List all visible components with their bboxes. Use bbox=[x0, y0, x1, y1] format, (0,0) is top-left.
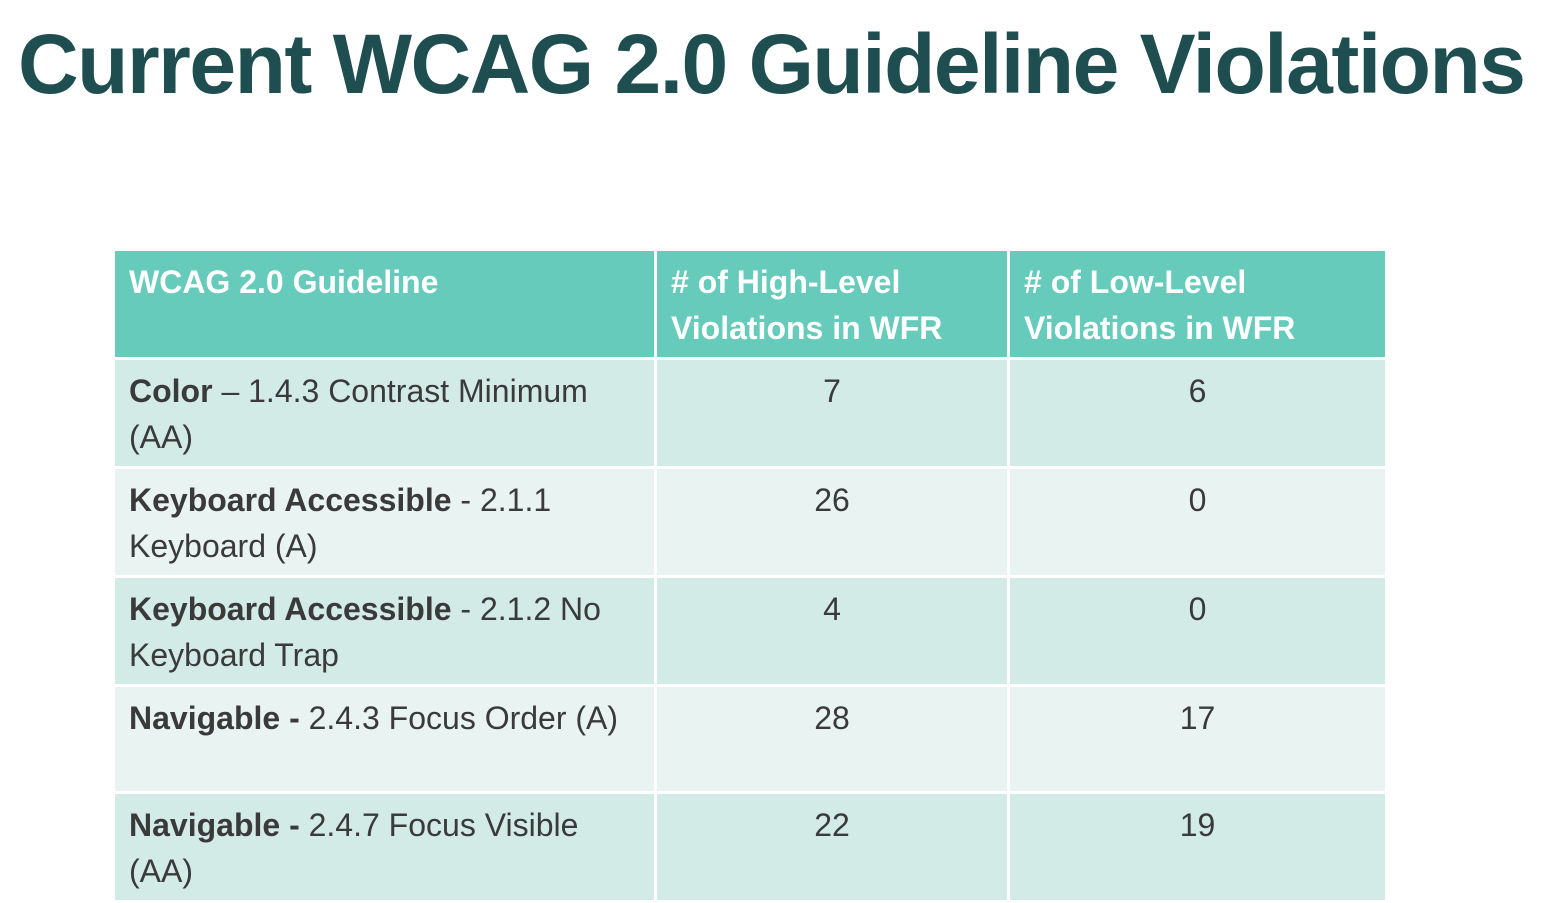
guideline-cell: Color – 1.4.3 Contrast Minimum (AA) bbox=[112, 357, 657, 469]
low-level-count: 0 bbox=[1007, 466, 1388, 578]
high-level-count: 22 bbox=[654, 791, 1010, 903]
guideline-name: Keyboard Accessible bbox=[129, 591, 452, 627]
guideline-detail: 2.4.3 Focus Order (A) bbox=[299, 700, 619, 736]
slide-title: Current WCAG 2.0 Guideline Violations bbox=[18, 17, 1526, 111]
table-row: Keyboard Accessible - 2.1.1 Keyboard (A)… bbox=[112, 466, 1388, 578]
high-level-count: 26 bbox=[654, 466, 1010, 578]
guideline-name: Keyboard Accessible bbox=[129, 482, 452, 518]
high-level-count: 7 bbox=[654, 357, 1010, 469]
guideline-detail: - 2.1.1 Keyboard (A) bbox=[129, 482, 552, 564]
table-row: Navigable - 2.4.7 Focus Visible (AA) 22 … bbox=[112, 791, 1388, 903]
table-row: Color – 1.4.3 Contrast Minimum (AA) 7 6 bbox=[112, 357, 1388, 469]
guideline-cell: Keyboard Accessible - 2.1.1 Keyboard (A) bbox=[112, 466, 657, 578]
guideline-detail: 2.4.7 Focus Visible (AA) bbox=[129, 807, 579, 889]
guideline-cell: Keyboard Accessible - 2.1.2 No Keyboard … bbox=[112, 575, 657, 687]
low-level-count: 6 bbox=[1007, 357, 1388, 469]
guideline-cell: Navigable - 2.4.7 Focus Visible (AA) bbox=[112, 791, 657, 903]
guideline-detail: - 2.1.2 No Keyboard Trap bbox=[129, 591, 601, 673]
guideline-name: Navigable - bbox=[129, 807, 300, 843]
header-high-level-violations: # of High-Level Violations in WFR bbox=[654, 248, 1010, 360]
header-guideline: WCAG 2.0 Guideline bbox=[112, 248, 657, 360]
guideline-name: Navigable - bbox=[129, 700, 300, 736]
table-row: Keyboard Accessible - 2.1.2 No Keyboard … bbox=[112, 575, 1388, 687]
guideline-cell: Navigable - 2.4.3 Focus Order (A) bbox=[112, 684, 657, 794]
low-level-count: 19 bbox=[1007, 791, 1388, 903]
high-level-count: 28 bbox=[654, 684, 1010, 794]
guideline-name: Color bbox=[129, 373, 213, 409]
violations-table: WCAG 2.0 Guideline # of High-Level Viola… bbox=[112, 248, 1388, 903]
high-level-count: 4 bbox=[654, 575, 1010, 687]
low-level-count: 17 bbox=[1007, 684, 1388, 794]
header-low-level-violations: # of Low-Level Violations in WFR bbox=[1007, 248, 1388, 360]
guideline-detail: – 1.4.3 Contrast Minimum (AA) bbox=[129, 373, 588, 455]
table-row: Navigable - 2.4.3 Focus Order (A) 28 17 bbox=[112, 684, 1388, 794]
table-header-row: WCAG 2.0 Guideline # of High-Level Viola… bbox=[112, 248, 1388, 360]
low-level-count: 0 bbox=[1007, 575, 1388, 687]
